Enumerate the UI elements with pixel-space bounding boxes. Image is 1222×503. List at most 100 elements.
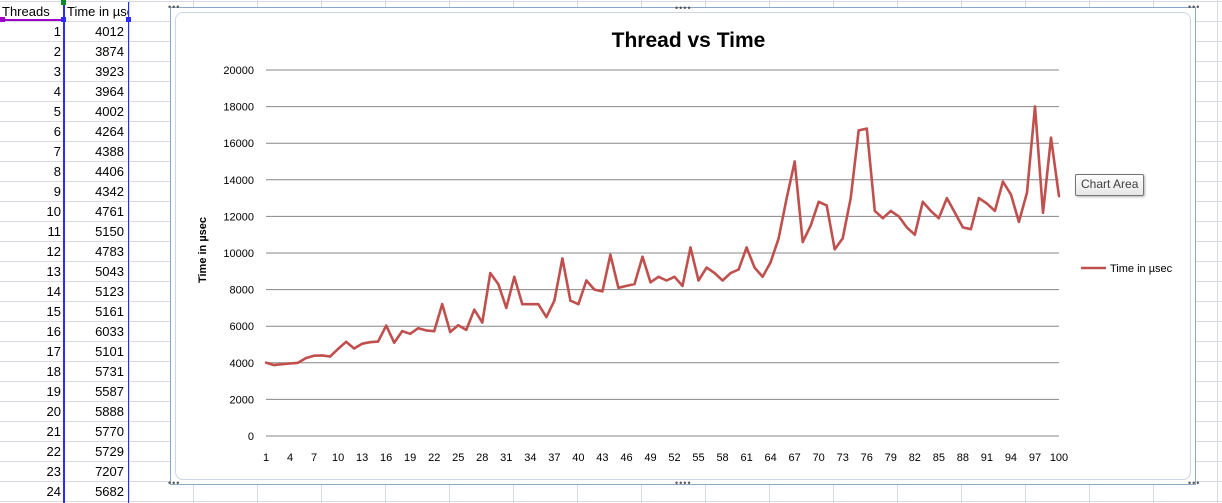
- cell-time-value[interactable]: 5731: [95, 364, 124, 379]
- data-point: [865, 127, 868, 130]
- data-point: [833, 248, 836, 251]
- cell-time-value[interactable]: 5587: [95, 384, 124, 399]
- cell-thread-count[interactable]: 10: [46, 204, 61, 219]
- data-point: [801, 240, 804, 244]
- cell-thread-count[interactable]: 7: [53, 144, 61, 159]
- cell-time-value[interactable]: 4388: [95, 144, 124, 159]
- cell-thread-count[interactable]: 11: [47, 224, 62, 239]
- range-handle-mid[interactable]: [61, 17, 66, 22]
- cell-time-value[interactable]: 3923: [95, 64, 124, 79]
- chart-area[interactable]: Thread vs Time 0 2000 4000 6000 8000 10000 1200…: [170, 7, 1196, 485]
- y-tick-label: 2000: [230, 394, 254, 406]
- cell-time-value[interactable]: 4761: [95, 204, 124, 219]
- cell-thread-count[interactable]: 18: [46, 364, 61, 379]
- cell-time-value[interactable]: 4406: [95, 164, 124, 179]
- data-point: [905, 226, 909, 229]
- resize-handle-bottom-right[interactable]: •••: [1188, 478, 1201, 488]
- column-gridline: [129, 0, 130, 503]
- data-point: [761, 275, 764, 278]
- resize-handle-top-left[interactable]: •••: [168, 2, 181, 12]
- data-point: [376, 340, 380, 343]
- cell-thread-count[interactable]: 9: [53, 184, 61, 199]
- cell-time-value[interactable]: 5123: [95, 284, 124, 299]
- x-tick-label: 31: [500, 452, 512, 464]
- data-point: [1041, 211, 1045, 214]
- cell-time-value[interactable]: 4342: [95, 184, 124, 199]
- data-point: [433, 329, 436, 333]
- data-point: [937, 217, 941, 220]
- data-point: [969, 228, 973, 231]
- cell-thread-count[interactable]: 5: [53, 104, 61, 119]
- range-handle-right[interactable]: [126, 17, 131, 22]
- range-handle-top[interactable]: [61, 0, 66, 5]
- cell-time-value[interactable]: 5161: [95, 304, 124, 319]
- cell-time-value[interactable]: 4002: [95, 104, 124, 119]
- cell-thread-count[interactable]: 13: [46, 264, 61, 279]
- x-tick-label: 79: [885, 452, 897, 464]
- cell-thread-count[interactable]: 12: [46, 244, 61, 259]
- y-tick-label: 18000: [223, 102, 254, 114]
- cell-time-value[interactable]: 4264: [95, 124, 124, 139]
- row-gridline: [0, 1, 1222, 2]
- cell-time-value[interactable]: 5770: [95, 424, 124, 439]
- data-point: [529, 303, 532, 306]
- cell-thread-count[interactable]: 20: [46, 404, 61, 419]
- cell-thread-count[interactable]: 15: [46, 304, 61, 319]
- data-point: [344, 340, 348, 343]
- cell-thread-count[interactable]: 3: [53, 64, 61, 79]
- cell-thread-count[interactable]: 2: [53, 44, 61, 59]
- data-point: [993, 209, 997, 213]
- x-tick-label: 67: [789, 452, 801, 464]
- cell-thread-count[interactable]: 17: [46, 344, 61, 359]
- cell-thread-count[interactable]: 6: [53, 124, 61, 139]
- x-tick-label: 46: [620, 452, 632, 464]
- range-handle-left[interactable]: [0, 17, 5, 22]
- cell-thread-count[interactable]: 22: [46, 444, 61, 459]
- data-point: [625, 284, 628, 288]
- cell-header-time[interactable]: Time in µsec: [67, 4, 129, 19]
- data-point: [1057, 195, 1061, 198]
- cell-thread-count[interactable]: 24: [46, 484, 61, 499]
- data-point: [649, 281, 652, 284]
- resize-handle-bottom-left[interactable]: •••: [168, 478, 181, 488]
- cell-time-value[interactable]: 3964: [95, 84, 124, 99]
- cell-time-value[interactable]: 4783: [95, 244, 124, 259]
- cell-thread-count[interactable]: 16: [46, 324, 61, 339]
- cell-thread-count[interactable]: 21: [46, 424, 61, 439]
- data-point: [457, 324, 460, 327]
- x-tick-label: 88: [957, 452, 969, 464]
- cell-time-value[interactable]: 4012: [95, 24, 124, 39]
- resize-handle-bottom[interactable]: ••••: [675, 478, 692, 488]
- cell-time-value[interactable]: 5888: [95, 404, 124, 419]
- data-point: [1049, 136, 1053, 139]
- data-point: [1025, 191, 1029, 194]
- cell-thread-count[interactable]: 4: [53, 84, 61, 99]
- data-point: [561, 257, 564, 260]
- cell-header-threads[interactable]: Threads: [2, 4, 50, 19]
- cell-time-value[interactable]: 5043: [95, 264, 124, 279]
- cell-thread-count[interactable]: 8: [53, 164, 61, 179]
- cell-time-value[interactable]: 5150: [95, 224, 124, 239]
- resize-handle-top-right[interactable]: •••: [1188, 2, 1201, 12]
- cell-thread-count[interactable]: 19: [46, 384, 61, 399]
- resize-handle-top[interactable]: ••••: [675, 3, 692, 13]
- x-tick-label: 85: [933, 452, 945, 464]
- y-tick-label: 14000: [223, 175, 254, 187]
- y-tick-label: 0: [248, 431, 254, 443]
- cell-time-value[interactable]: 6033: [95, 324, 124, 339]
- y-tick-label: 16000: [223, 138, 254, 150]
- cell-time-value[interactable]: 5101: [95, 344, 124, 359]
- data-point: [777, 237, 780, 240]
- cell-time-value[interactable]: 7207: [95, 464, 124, 479]
- cell-time-value[interactable]: 3874: [95, 44, 124, 59]
- cell-time-value[interactable]: 5729: [95, 444, 124, 459]
- cell-thread-count[interactable]: 14: [46, 284, 61, 299]
- data-point: [288, 362, 292, 365]
- cell-time-value[interactable]: 5682: [95, 484, 124, 499]
- data-point: [785, 196, 788, 200]
- cell-thread-count[interactable]: 1: [53, 24, 61, 39]
- cell-thread-count[interactable]: 23: [46, 464, 61, 479]
- data-point: [617, 286, 620, 289]
- x-tick-label: 73: [837, 452, 849, 464]
- x-tick-label: 34: [524, 452, 536, 464]
